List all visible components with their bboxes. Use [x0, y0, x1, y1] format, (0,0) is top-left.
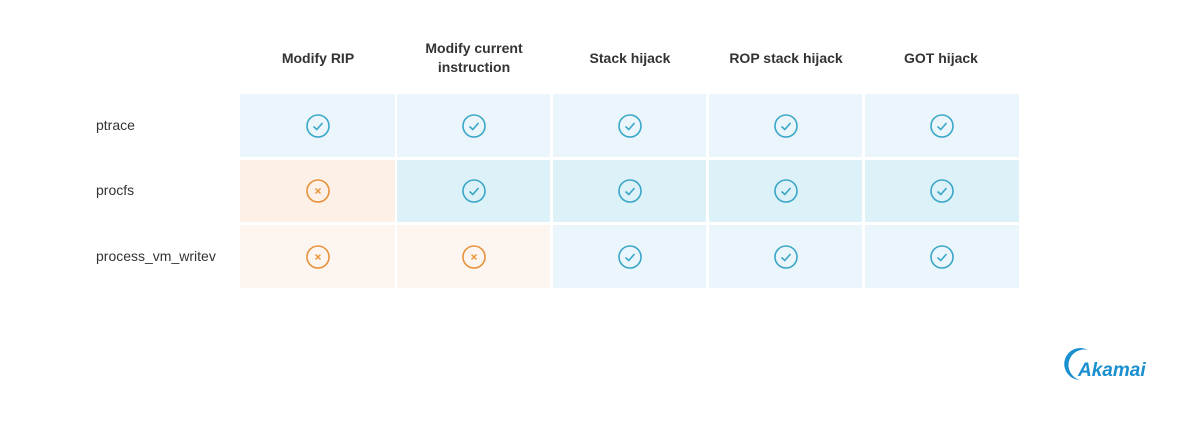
column-header: GOT hijack [904, 49, 978, 66]
table-cell [865, 94, 1019, 157]
check-icon [930, 244, 954, 269]
table-cell [709, 94, 862, 157]
table-cell [865, 225, 1019, 288]
table-cell [397, 225, 550, 288]
table-cell [397, 94, 550, 157]
cross-icon [305, 179, 330, 203]
column-header: Modify RIP [281, 49, 355, 66]
table-cell [397, 160, 550, 222]
row-label: process_vm_writev [96, 247, 216, 264]
check-icon [461, 113, 486, 138]
check-icon [930, 113, 954, 138]
row-label: procfs [96, 182, 135, 198]
table-cell [553, 94, 706, 157]
check-icon [617, 179, 642, 203]
check-icon [617, 113, 642, 138]
table-cell [240, 225, 395, 288]
check-icon [461, 179, 486, 203]
cross-icon [305, 244, 330, 269]
column-header: Stack hijack [589, 49, 671, 66]
table-cell [865, 160, 1019, 222]
check-icon [930, 179, 954, 203]
table-cell [553, 160, 706, 222]
logo-text: Akamai [1078, 360, 1146, 381]
row-label: ptrace [96, 116, 135, 133]
table-cell [709, 225, 862, 288]
check-icon [773, 113, 798, 138]
check-icon [617, 244, 642, 269]
check-icon [773, 244, 798, 269]
check-icon [773, 179, 798, 203]
column-header: Modify current instruction [425, 40, 523, 75]
table-cell [240, 160, 395, 222]
logo-swoosh [1064, 348, 1088, 380]
table-cell [553, 225, 706, 288]
column-header: ROP stack hijack [729, 49, 843, 66]
table-cell [240, 94, 395, 157]
check-icon [305, 113, 330, 138]
cross-icon [461, 244, 486, 269]
table-cell [709, 160, 862, 222]
